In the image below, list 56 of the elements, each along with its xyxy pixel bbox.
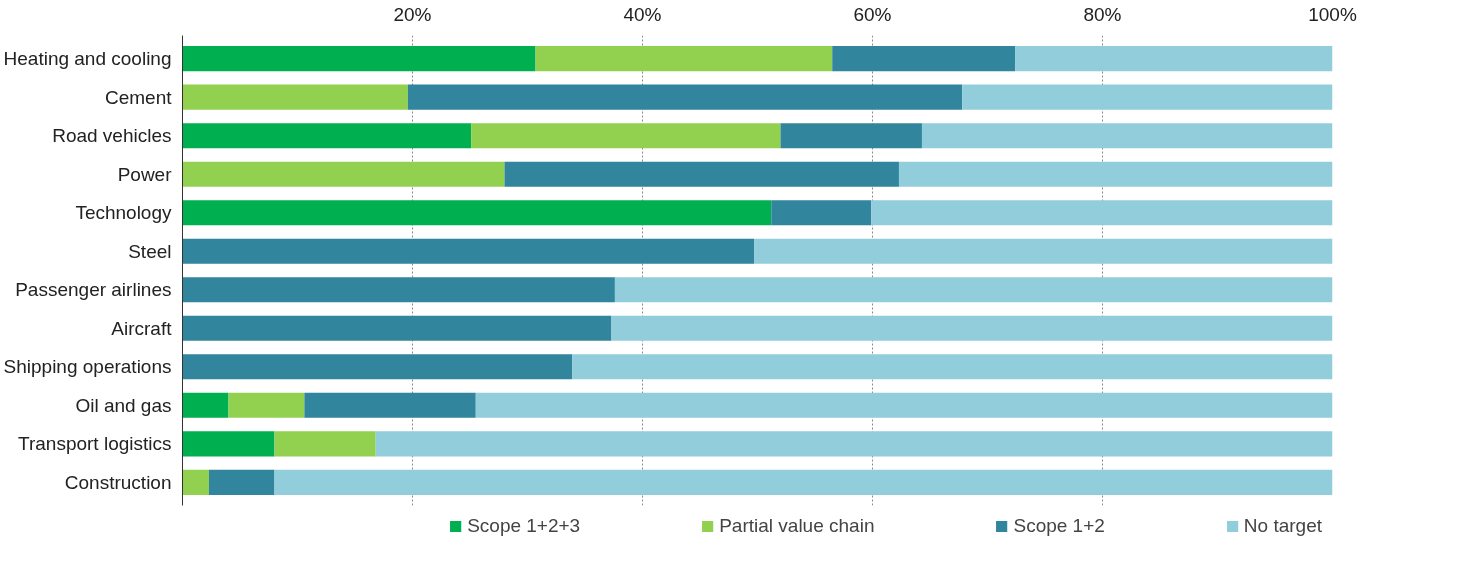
bar bbox=[504, 161, 899, 187]
y-tick-label: Cement bbox=[104, 86, 173, 108]
bar bbox=[962, 84, 1333, 110]
bar bbox=[304, 392, 476, 418]
bar bbox=[274, 469, 1333, 495]
x-tick-label: 80% bbox=[1083, 3, 1122, 25]
bar bbox=[228, 392, 305, 418]
y-tick-label: Passenger airlines bbox=[15, 279, 172, 301]
x-tick-label: 20% bbox=[393, 3, 432, 25]
bar bbox=[771, 200, 872, 226]
bar bbox=[182, 161, 505, 187]
bar bbox=[921, 123, 1333, 149]
bar bbox=[614, 277, 1333, 303]
bar bbox=[754, 238, 1333, 264]
y-tick-label: Aircraft bbox=[111, 317, 173, 339]
bar bbox=[182, 469, 209, 495]
bar bbox=[1015, 46, 1333, 72]
y-tick-label: Road vehicles bbox=[52, 125, 172, 147]
y-tick-label: Construction bbox=[64, 471, 172, 493]
bar bbox=[407, 84, 963, 110]
bar bbox=[182, 315, 612, 341]
x-tick-label: 60% bbox=[853, 3, 892, 25]
y-tick-label: Transport logistics bbox=[18, 433, 172, 455]
legend-label: No target bbox=[1243, 515, 1322, 537]
bar bbox=[832, 46, 1016, 72]
x-tick-label: 40% bbox=[623, 3, 662, 25]
y-tick-label: Heating and cooling bbox=[3, 48, 172, 70]
y-tick-label: Shipping operations bbox=[3, 356, 172, 378]
bar bbox=[182, 431, 275, 457]
bar bbox=[475, 392, 1333, 418]
bar bbox=[182, 200, 772, 226]
bar bbox=[375, 431, 1333, 457]
bar bbox=[208, 469, 275, 495]
bar bbox=[182, 392, 229, 418]
legend-label: Partial value chain bbox=[719, 515, 875, 537]
bar bbox=[274, 431, 376, 457]
bar bbox=[182, 123, 472, 149]
bar bbox=[182, 46, 536, 72]
bar bbox=[182, 354, 573, 380]
x-tick-label: 100% bbox=[1308, 3, 1357, 25]
bar bbox=[535, 46, 833, 72]
y-tick-label: Power bbox=[117, 163, 173, 185]
bar bbox=[182, 84, 408, 110]
bar bbox=[572, 354, 1333, 380]
legend-label: Scope 1+2 bbox=[1013, 515, 1105, 537]
bar bbox=[182, 277, 615, 303]
y-tick-label: Technology bbox=[75, 202, 172, 224]
y-tick-label: Oil and gas bbox=[75, 394, 172, 416]
bar bbox=[471, 123, 781, 149]
bar bbox=[182, 238, 755, 264]
bar bbox=[898, 161, 1333, 187]
bar bbox=[611, 315, 1333, 341]
legend-label: Scope 1+2+3 bbox=[467, 515, 581, 537]
bar bbox=[871, 200, 1333, 226]
bar bbox=[780, 123, 922, 149]
y-tick-label: Steel bbox=[128, 240, 172, 262]
